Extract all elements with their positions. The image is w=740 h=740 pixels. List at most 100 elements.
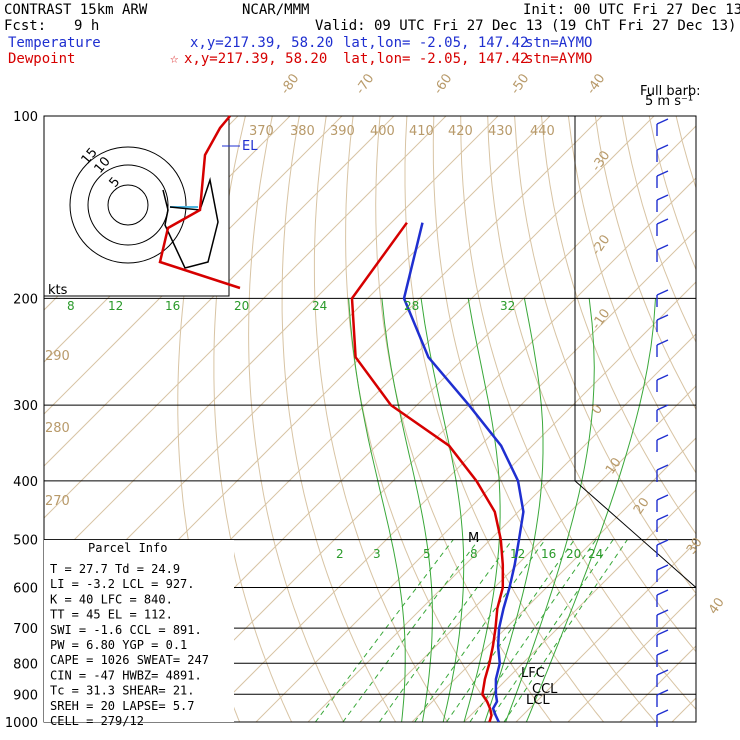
wind-barb	[656, 244, 669, 251]
moist-adiabat	[420, 298, 465, 722]
theta-label: 270	[45, 494, 70, 509]
mixing-ratio-label: 3	[373, 547, 381, 561]
isotherm-line	[619, 645, 696, 722]
moist-adiabat	[505, 298, 595, 722]
theta-label: 420	[448, 124, 473, 139]
dry-adiabat	[703, 116, 740, 735]
wind-barb	[656, 194, 669, 201]
temperature-legend: Temperature	[8, 35, 101, 51]
mixing-ratio-label: 20	[566, 547, 581, 561]
pressure-tick-label: 500	[13, 534, 38, 549]
wind-barb	[656, 218, 669, 225]
isotherm-label: -30	[589, 148, 613, 174]
dry-adiabat	[730, 116, 740, 735]
wind-barb	[656, 289, 669, 296]
isotherm-line	[44, 116, 447, 519]
isotherm-line	[44, 116, 395, 467]
mixing-ratio-label: 24	[588, 547, 603, 561]
moist-adiabat-label: 28	[404, 299, 419, 313]
model-title: CONTRAST 15km ARW	[4, 2, 148, 18]
isotherm-label: -80	[278, 71, 302, 97]
parcel-info-row: TT = 45 EL = 112.	[50, 608, 173, 622]
lcl-level-label: LCL	[526, 693, 550, 708]
isotherm-line	[567, 593, 696, 722]
wind-barb	[656, 709, 669, 716]
valid-time: Valid: 09 UTC Fri 27 Dec 13 (19 ChT Fri …	[315, 18, 737, 34]
mixing-ratio-label: 2	[336, 547, 344, 561]
dry-adiabat	[648, 116, 696, 271]
plot-frame	[43, 115, 697, 723]
wind-barb	[656, 118, 669, 125]
pressure-tick-label: 200	[13, 292, 38, 307]
pressure-tick-label: 300	[13, 399, 38, 414]
isotherm-line	[463, 489, 696, 722]
moist-adiabat-label: 24	[312, 299, 327, 313]
hodograph-ring	[87, 164, 169, 246]
theta-label: 400	[370, 124, 395, 139]
isotherm-label: -70	[353, 71, 377, 97]
wind-barb	[656, 564, 669, 571]
pressure-tick-label: 400	[13, 475, 38, 490]
parcel-info-row: CIN = -47 HWBZ= 4891.	[50, 668, 202, 682]
parcel-info-row: SWI = -1.6 CCL = 891.	[50, 623, 202, 637]
moist-adiabat-label: 12	[108, 299, 123, 313]
dry-adiabat	[514, 116, 696, 595]
barb-legend-unit: 5 m s⁻¹	[645, 94, 693, 109]
pressure-tick-label: 1000	[5, 716, 38, 731]
dry-adiabat	[541, 116, 696, 535]
hodograph-unit-label: kts	[48, 283, 68, 298]
mixing-ratio-line	[342, 539, 480, 722]
wind-barb	[656, 314, 669, 321]
wind-barb	[656, 144, 669, 151]
wind-barb	[656, 669, 669, 676]
parcel-info-row: CAPE = 1026 SWEAT= 247	[50, 653, 209, 667]
mixing-ratio-label: 5	[423, 547, 431, 561]
el-level-label: EL	[242, 139, 258, 154]
parcel-info-title: Parcel Info	[88, 541, 167, 555]
wind-barb	[656, 589, 669, 596]
theta-label: 430	[488, 124, 513, 139]
ccl-level-label: CCL	[532, 682, 558, 697]
barb-panel-edge	[574, 480, 697, 588]
barb-legend-title: Full barb:	[640, 84, 701, 99]
isotherm-line	[255, 281, 696, 722]
hodograph-ring	[69, 146, 187, 264]
isotherm-label: -60	[431, 71, 455, 97]
temperature-station: stn=AYMO	[525, 35, 593, 51]
isotherm-label: 20	[631, 495, 653, 517]
dry-adiabat	[248, 116, 345, 722]
dry-adiabat	[213, 116, 293, 722]
wind-barb	[656, 170, 669, 177]
moist-adiabat-label: 16	[165, 299, 180, 313]
pressure-tick-label: 700	[13, 622, 38, 637]
mixing-ratio-line	[488, 539, 614, 722]
theta-label: 380	[290, 124, 315, 139]
dry-adiabat	[281, 116, 397, 722]
theta-label: 280	[45, 421, 70, 436]
m-level-label: M	[468, 531, 479, 546]
isotherm-label: -40	[584, 71, 608, 97]
wind-barb	[656, 649, 669, 656]
moist-adiabat-label: 8	[67, 299, 75, 313]
moist-adiabat	[348, 298, 406, 722]
pressure-tick-label: 800	[13, 657, 38, 672]
isotherm-line	[151, 177, 696, 722]
isotherm-label: 40	[706, 595, 728, 617]
dry-adiabat	[487, 116, 696, 653]
parcel-info-box	[44, 540, 234, 722]
wind-barb	[656, 539, 669, 546]
parcel-info-row: Tc = 31.3 SHEAR= 21.	[50, 684, 195, 698]
wind-barb	[656, 339, 669, 346]
org-label: NCAR/MMM	[242, 2, 310, 18]
wind-barb	[656, 374, 669, 381]
parcel-info-row: K = 40 LFC = 840.	[50, 592, 173, 606]
isotherm-line	[671, 697, 696, 722]
mixing-ratio-line	[414, 539, 546, 722]
theta-label: 370	[249, 124, 274, 139]
temperature-profile-line	[402, 222, 525, 722]
isotherm-line	[411, 437, 696, 722]
isotherm-line	[203, 229, 696, 722]
parcel-info-row: T = 27.7 Td = 24.9	[50, 562, 180, 576]
parcel-info-row: CELL = 279/12	[50, 714, 144, 728]
